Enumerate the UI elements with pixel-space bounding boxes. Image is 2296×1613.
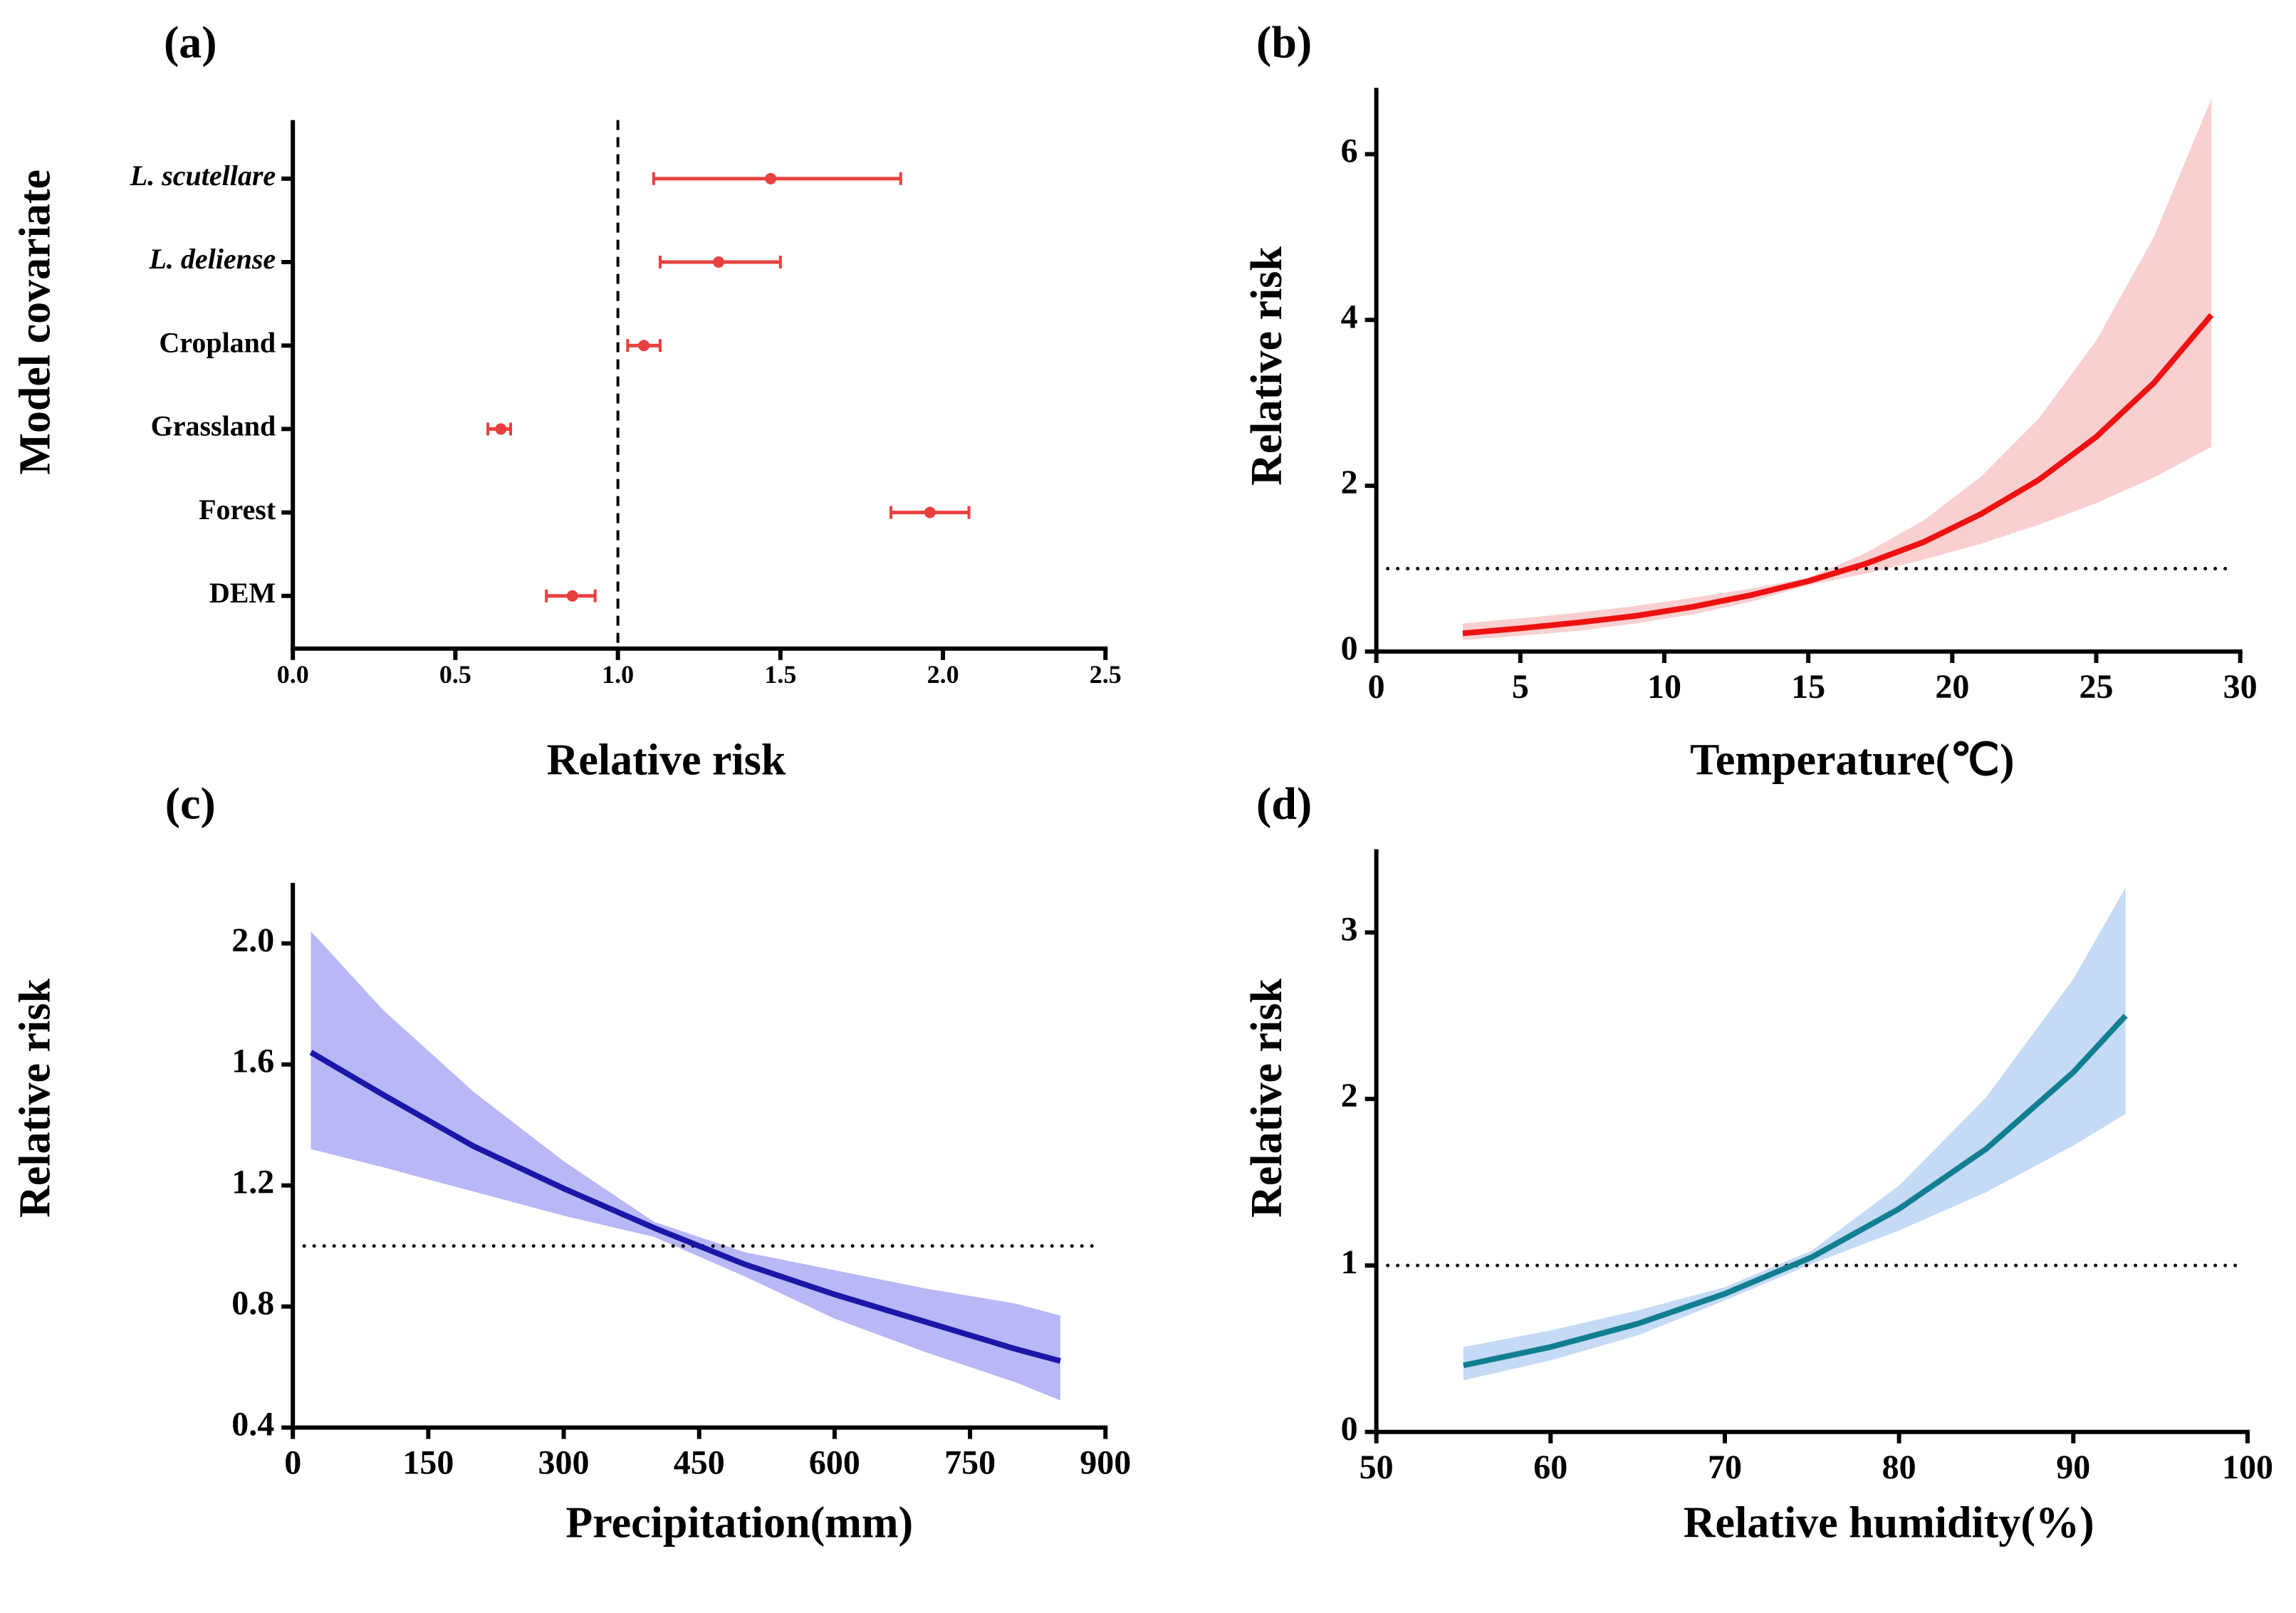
x-axis-label: Temperature(℃) <box>1690 736 2014 784</box>
y-tick-label: 2 <box>1341 1077 1358 1115</box>
y-axis-label: Model covariate <box>11 169 60 475</box>
x-tick-label: 70 <box>1708 1448 1742 1486</box>
x-tick-label: 2.0 <box>927 660 959 689</box>
panel-title: (b) <box>1256 16 1312 67</box>
panel-title: (a) <box>164 16 217 67</box>
x-tick-label: 10 <box>1647 668 1681 706</box>
point <box>638 340 650 352</box>
y-axis-label: Relative risk <box>11 978 60 1218</box>
x-tick-label: 20 <box>1935 668 1969 706</box>
point <box>566 590 578 602</box>
y-tick-label: 0.8 <box>231 1285 274 1322</box>
y-tick-label: 1 <box>1341 1243 1358 1281</box>
x-tick-label: 150 <box>402 1444 454 1482</box>
category-label: Grassland <box>151 410 276 442</box>
x-axis-label: Relative humidity(%) <box>1684 1499 2094 1547</box>
x-axis-label: Relative risk <box>547 736 786 784</box>
x-tick-label: 300 <box>538 1444 590 1482</box>
line <box>1463 1013 2128 1369</box>
x-tick-label: 2.5 <box>1090 660 1122 689</box>
y-tick-label: 3 <box>1341 910 1358 948</box>
category-label: Forest <box>199 494 276 526</box>
category-label: L. scutellare <box>130 160 276 192</box>
x-axis-label: Precipitation(mm) <box>565 1499 913 1547</box>
x-tick-label: 90 <box>2056 1448 2090 1486</box>
y-tick-label: 4 <box>1341 298 1358 335</box>
x-tick-label: 0.5 <box>439 660 471 689</box>
category-label: L. deliense <box>148 243 276 275</box>
x-tick-label: 80 <box>1882 1448 1916 1486</box>
y-tick-label: 0 <box>1341 1410 1358 1448</box>
y-axis-label: Relative risk <box>1243 246 1291 486</box>
x-tick-label: 0 <box>284 1444 301 1482</box>
panel-title: (c) <box>165 778 216 829</box>
x-tick-label: 15 <box>1791 668 1825 706</box>
confidence-band <box>311 931 1060 1401</box>
y-tick-label: 2 <box>1341 464 1358 501</box>
x-tick-label: 750 <box>944 1444 996 1482</box>
x-tick-label: 30 <box>2223 668 2258 706</box>
y-axis-label: Relative risk <box>1243 978 1291 1218</box>
x-tick-label: 1.5 <box>764 660 796 689</box>
y-tick-label: 1.2 <box>231 1164 274 1201</box>
x-tick-label: 60 <box>1533 1448 1567 1486</box>
y-tick-label: 6 <box>1341 132 1358 170</box>
category-label: DEM <box>209 577 276 609</box>
confidence-band <box>1462 98 2212 640</box>
line <box>309 1050 1061 1364</box>
x-tick-label: 100 <box>2222 1448 2273 1486</box>
x-tick-label: 600 <box>809 1444 860 1482</box>
x-tick-label: 1.0 <box>602 660 634 689</box>
y-tick-label: 1.6 <box>231 1043 274 1080</box>
x-tick-label: 0.0 <box>277 660 309 689</box>
x-tick-label: 50 <box>1360 1448 1394 1486</box>
category-label: Cropland <box>159 326 276 358</box>
point <box>495 423 507 435</box>
point <box>713 256 725 268</box>
y-tick-label: 2.0 <box>231 922 274 959</box>
x-tick-label: 5 <box>1512 668 1529 706</box>
x-tick-label: 0 <box>1368 668 1385 706</box>
point <box>924 506 936 518</box>
x-tick-label: 450 <box>674 1444 725 1482</box>
line <box>1462 313 2214 637</box>
x-tick-label: 900 <box>1080 1444 1131 1482</box>
point <box>765 172 777 184</box>
confidence-band <box>1463 887 2126 1381</box>
y-tick-label: 0 <box>1341 630 1358 667</box>
x-tick-label: 25 <box>2080 668 2114 706</box>
y-tick-label: 0.4 <box>231 1406 274 1444</box>
panel-title: (d) <box>1256 778 1312 829</box>
